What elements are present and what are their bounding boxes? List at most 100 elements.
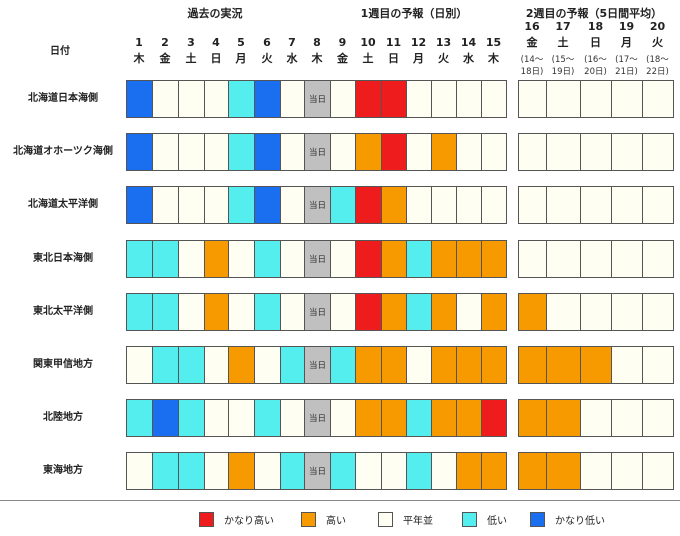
today-label: 当日 [308, 308, 326, 318]
forecast-cell [406, 133, 432, 171]
forecast-cell [254, 346, 281, 384]
forecast-cell [254, 399, 281, 437]
date-dow: 火 [652, 36, 663, 49]
date-dow: 金 [337, 52, 348, 65]
date-range-line: 18日) [520, 67, 544, 77]
date-range-line: (14～ [520, 55, 544, 65]
forecast-cell-week2 [611, 452, 643, 490]
forecast-cell [481, 80, 507, 118]
forecast-cell [431, 133, 457, 171]
date-range: (16～ 20日) [581, 54, 611, 78]
forecast-cell [481, 452, 507, 490]
today-label: 当日 [308, 255, 326, 265]
forecast-cell [152, 293, 179, 331]
forecast-cell [178, 346, 205, 384]
forecast-cell [355, 399, 382, 437]
legend-label: 平年並 [403, 515, 433, 527]
forecast-cell [178, 399, 205, 437]
forecast-cell [481, 346, 507, 384]
legend-swatch [378, 511, 393, 527]
region-label: 北海道オホーツク海側 [13, 146, 113, 157]
date-day: 5 [237, 36, 245, 49]
forecast-cell-week2 [611, 186, 643, 224]
forecast-cell [456, 240, 482, 278]
forecast-cell-week2 [611, 399, 643, 437]
date-day: 4 [212, 36, 220, 49]
forecast-cell [481, 186, 507, 224]
date-header: 11 日 [382, 35, 406, 67]
forecast-cell [126, 293, 153, 331]
forecast-cell-week2 [546, 80, 581, 118]
forecast-cell-week2 [546, 452, 581, 490]
forecast-cell [431, 452, 457, 490]
region-label: 北海道太平洋側 [28, 199, 98, 210]
region-label: 北陸地方 [43, 412, 83, 423]
today-cell: 当日 [304, 346, 331, 384]
date-range-line: 20日) [584, 67, 607, 77]
section-title-past: 過去の実況 [187, 7, 243, 20]
forecast-cell-week2 [642, 80, 674, 118]
forecast-cell-week2 [580, 80, 612, 118]
forecast-cell [406, 80, 432, 118]
date-header: 14 水 [457, 35, 481, 67]
forecast-cell [355, 186, 382, 224]
forecast-cell [330, 293, 356, 331]
forecast-cell-week2 [611, 240, 643, 278]
today-label: 当日 [308, 361, 326, 371]
forecast-cell-week2 [518, 346, 547, 384]
date-day: 13 [435, 36, 452, 49]
date-dow: 月 [621, 36, 632, 49]
forecast-cell [381, 293, 407, 331]
forecast-cell [355, 293, 382, 331]
date-dow: 土 [185, 52, 197, 65]
today-cell: 当日 [304, 80, 331, 118]
date-day: 19 [618, 20, 635, 33]
forecast-cell-week2 [518, 80, 547, 118]
legend-swatch [301, 511, 316, 527]
legend-swatch [462, 511, 477, 527]
forecast-cell [126, 133, 153, 171]
forecast-cell [330, 80, 356, 118]
legend-item: 平年並 [378, 511, 433, 527]
date-day: 7 [288, 36, 296, 49]
forecast-cell [280, 240, 305, 278]
date-dow: 木 [488, 52, 499, 65]
date-day: 16 [524, 20, 540, 33]
forecast-cell [152, 240, 179, 278]
date-dow: 日 [590, 36, 601, 49]
forecast-cell [228, 346, 255, 384]
forecast-cell [126, 346, 153, 384]
forecast-cell-week2 [518, 186, 547, 224]
forecast-cell-week2 [580, 240, 612, 278]
forecast-cell-week2 [546, 293, 581, 331]
date-day: 8 [313, 36, 321, 49]
date-header-week2: 20 火 [646, 19, 670, 51]
forecast-cell [152, 80, 179, 118]
date-header-week2: 16 金 [520, 19, 544, 51]
forecast-cell [456, 452, 482, 490]
date-range-line: (18～ [646, 55, 669, 65]
date-range-line: (17～ [615, 55, 638, 65]
date-header: 13 火 [432, 35, 456, 67]
today-cell: 当日 [304, 133, 331, 171]
forecast-cell [355, 133, 382, 171]
forecast-cell-week2 [546, 133, 581, 171]
forecast-cell [330, 452, 356, 490]
forecast-cell [406, 452, 432, 490]
section-title-week1: 1週目の予報（日別） [360, 7, 468, 20]
forecast-cell-week2 [611, 133, 643, 171]
date-dow: 月 [413, 52, 424, 65]
today-cell: 当日 [304, 240, 331, 278]
date-day: 17 [555, 20, 571, 33]
forecast-cell [280, 133, 305, 171]
forecast-cell-week2 [518, 399, 547, 437]
forecast-cell [280, 346, 305, 384]
forecast-cell [254, 186, 281, 224]
date-day: 1 [135, 36, 143, 49]
forecast-cell [381, 186, 407, 224]
forecast-cell [381, 80, 407, 118]
region-label: 東北日本海側 [33, 253, 93, 264]
